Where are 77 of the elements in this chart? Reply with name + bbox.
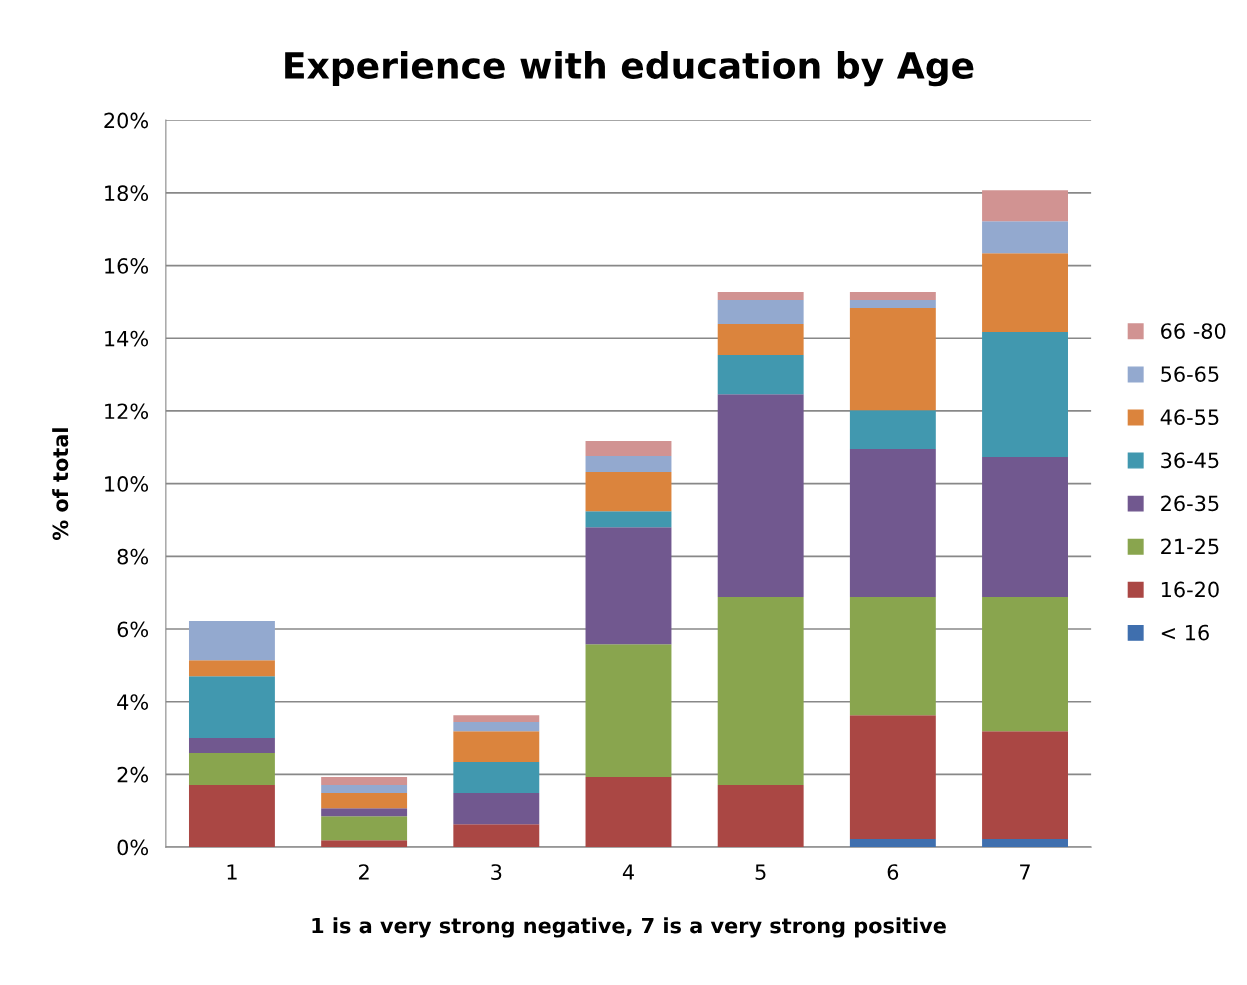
bar (849, 597, 936, 716)
bar (321, 808, 408, 817)
bar (453, 824, 540, 848)
y-tick-label: 14% (105, 330, 149, 347)
legend-label: 46-55 (1160, 409, 1219, 426)
bar (321, 816, 408, 841)
bar (717, 292, 804, 301)
chart-title: Experience with education by Age (285, 51, 974, 87)
bar (321, 840, 408, 848)
bar (982, 190, 1068, 222)
bar (321, 784, 408, 793)
bar (982, 221, 1068, 254)
bar (849, 449, 936, 598)
bar (717, 324, 804, 355)
bar (717, 394, 804, 598)
bar (717, 300, 804, 325)
legend-label: < 16 (1161, 624, 1209, 641)
y-tick-label: 12% (105, 403, 149, 420)
bar (585, 441, 672, 457)
bar (585, 472, 672, 512)
bar (321, 792, 408, 809)
bar (585, 511, 672, 528)
bar (453, 731, 540, 763)
y-tick-label: 16% (105, 258, 149, 274)
bar (453, 715, 540, 723)
bar (849, 410, 936, 450)
x-tick-label: 1 (227, 864, 237, 880)
legend-label: 21-25 (1161, 538, 1219, 555)
bar (982, 597, 1068, 732)
x-tick-label: 7 (1020, 864, 1030, 880)
y-axis-title: % of total (52, 428, 69, 541)
bar (849, 839, 936, 848)
bar (321, 776, 408, 785)
bar (188, 738, 275, 753)
x-tick-label: 6 (887, 864, 899, 880)
bar (188, 752, 275, 785)
bar (453, 722, 540, 732)
y-tick-label: 20% (104, 112, 149, 129)
x-axis-title: 1 is a very strong negative, 7 is a very strong positive (312, 917, 946, 938)
bar (188, 784, 275, 848)
bar (982, 332, 1068, 458)
bar (849, 292, 936, 301)
bar (982, 839, 1068, 848)
bar (585, 644, 672, 777)
bar (188, 660, 275, 677)
bar (849, 308, 936, 411)
legend-label: 56-65 (1161, 366, 1219, 382)
legend-label: 66 -80 (1161, 323, 1226, 339)
x-tick-label: 4 (622, 864, 634, 880)
y-tick-label: 4% (117, 694, 149, 710)
bar (585, 456, 672, 472)
bar (849, 715, 936, 840)
bar (453, 762, 540, 793)
x-tick-label: 2 (359, 864, 369, 880)
legend-label: 26-35 (1161, 495, 1219, 512)
y-tick-label: 18% (105, 185, 149, 202)
legend-label: 36-45 (1161, 452, 1219, 469)
bar (717, 784, 804, 848)
bar (717, 354, 804, 395)
y-tick-label: 2% (117, 766, 149, 783)
bar (188, 676, 275, 739)
bar (982, 253, 1068, 333)
bar (585, 776, 672, 848)
bar (188, 621, 275, 661)
legend-label: 16-20 (1161, 581, 1219, 598)
bar (453, 792, 540, 825)
bar (717, 597, 804, 785)
bar (849, 300, 936, 309)
y-tick-label: 0% (117, 839, 149, 856)
x-tick-label: 3 (491, 864, 502, 880)
bar (585, 527, 672, 645)
y-tick-label: 10% (105, 476, 149, 492)
y-tick-label: 6% (117, 621, 149, 638)
bar (982, 457, 1068, 598)
y-tick-label: 8% (117, 548, 149, 565)
bar (982, 731, 1068, 840)
x-tick-label: 5 (755, 864, 766, 880)
